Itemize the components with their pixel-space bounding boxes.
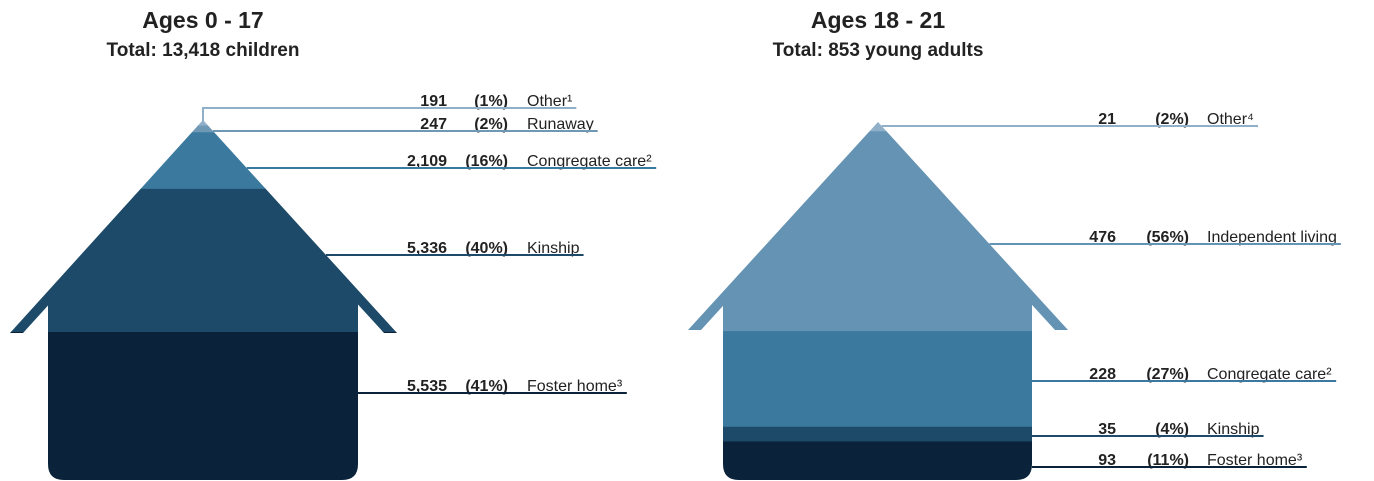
page: Ages 0 - 17Total: 13,418 children191(1%)… [0,0,1374,481]
chart-title: Ages 18 - 21 [811,7,945,33]
layer [683,441,1073,481]
chart-subtitle: Total: 13,418 children [107,40,300,61]
layer [5,331,402,480]
layer [683,131,1073,331]
layer [5,188,402,332]
leader-line [203,108,576,124]
chart-subtitle: Total: 853 young adults [773,40,984,61]
layer [683,426,1073,441]
layer [5,132,402,189]
layer [683,331,1073,427]
chart: Ages 0 - 17Total: 13,418 children191(1%)… [0,0,1374,481]
house [5,120,402,481]
chart-title: Ages 0 - 17 [142,7,263,33]
house [683,122,1073,481]
